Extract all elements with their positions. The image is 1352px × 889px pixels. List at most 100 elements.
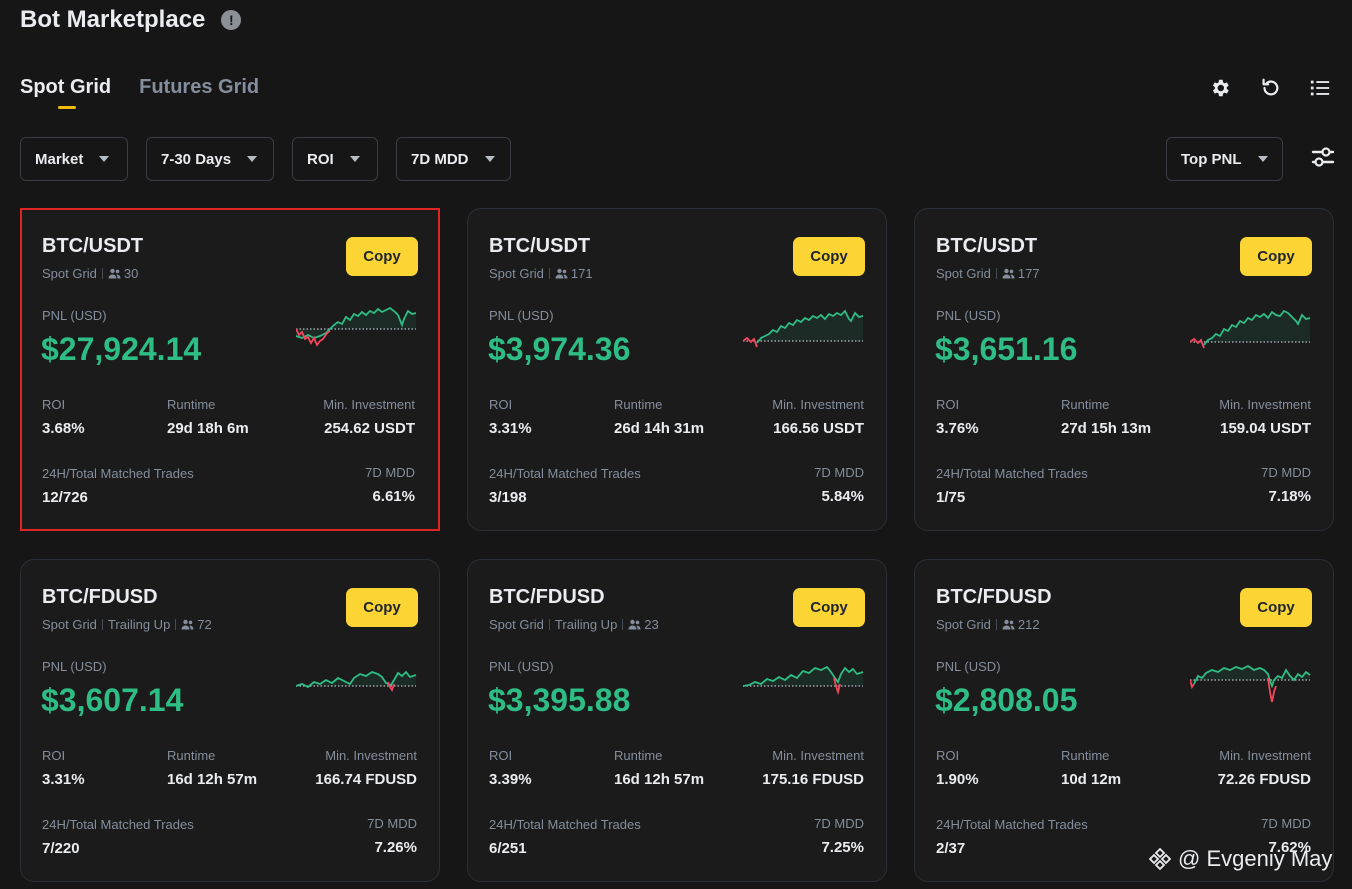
copy-users: 177 [1002, 266, 1040, 281]
mdd-value: 7.26% [374, 839, 417, 856]
roi-label: ROI [936, 397, 960, 412]
users-icon [1002, 619, 1015, 630]
list-icon[interactable] [1308, 76, 1332, 100]
copy-users: 72 [181, 617, 212, 632]
runtime-label: Runtime [167, 397, 216, 412]
min-investment-value: 72.26 FDUSD [1217, 771, 1311, 788]
sparkline-profit-line [756, 309, 864, 344]
market-filter[interactable]: Market [20, 137, 128, 181]
trades-label: 24H/Total Matched Trades [489, 817, 641, 832]
roi-label: ROI [42, 748, 66, 763]
copy-user-count: 171 [570, 266, 593, 281]
roi-label: ROI [936, 748, 960, 763]
copy-button[interactable]: Copy [346, 237, 418, 276]
sparkline-loss-line [1190, 337, 1205, 349]
tag-divider [995, 268, 997, 279]
roi-filter-label: ROI [307, 150, 334, 168]
bot-card[interactable]: BTC/USDT Spot Grid 177 Copy PNL (USD) $3,651.… [914, 208, 1334, 531]
runtime-label: Runtime [167, 748, 216, 763]
pnl-value: $2,808.05 [935, 682, 1078, 718]
mdd-value: 6.61% [372, 488, 415, 505]
sparkline-area [743, 311, 863, 343]
copy-users: 171 [555, 266, 593, 281]
runtime-label: Runtime [1061, 748, 1110, 763]
roi-filter[interactable]: ROI [292, 137, 378, 181]
trading-pair: BTC/FDUSD [936, 586, 1052, 608]
duration-filter-label: 7-30 Days [161, 150, 232, 168]
sparkline-area [1190, 666, 1310, 686]
runtime-label: Runtime [614, 748, 663, 763]
trades-value: 2/37 [936, 840, 966, 857]
caret-down-icon [349, 156, 360, 162]
sparkline-area [296, 308, 416, 338]
bot-card[interactable]: BTC/FDUSD Spot Grid 212 Copy PNL (USD) $2,808… [914, 559, 1334, 882]
trading-pair: BTC/FDUSD [42, 586, 158, 608]
bot-card[interactable]: BTC/USDT Spot Grid 30 Copy PNL (USD) $27,924.… [20, 208, 440, 531]
min-investment-label: Min. Investment [1219, 748, 1311, 763]
copy-button[interactable]: Copy [346, 588, 418, 627]
pnl-sparkline [296, 306, 417, 347]
trades-value: 7/220 [42, 840, 80, 857]
page-title: Bot Marketplace [20, 6, 206, 33]
tab-futures-grid[interactable]: Futures Grid [139, 76, 260, 98]
pnl-label: PNL (USD) [936, 308, 1001, 323]
tab-spot-grid[interactable]: Spot Grid [20, 76, 111, 109]
runtime-value: 27d 15h 13m [1061, 420, 1152, 437]
gear-icon[interactable] [1208, 76, 1232, 100]
info-icon[interactable]: ! [221, 10, 242, 30]
bot-tags: Spot Grid 212 [936, 617, 1040, 632]
filter-bar: Market 7-30 Days ROI 7D MDD [20, 137, 511, 181]
pnl-value: $27,924.14 [41, 331, 202, 367]
mdd-label: 7D MDD [814, 465, 864, 480]
pnl-label: PNL (USD) [42, 659, 107, 674]
bot-tags: Spot Grid 171 [489, 266, 593, 281]
pnl-value: $3,974.36 [488, 331, 631, 367]
tag-divider [101, 619, 103, 630]
trading-pair: BTC/USDT [489, 235, 591, 257]
roi-value: 3.76% [936, 420, 979, 437]
pnl-sparkline [743, 309, 864, 348]
runtime-value: 16d 12h 57m [614, 771, 705, 788]
bot-tags: Spot Grid 30 [42, 266, 138, 281]
copy-button[interactable]: Copy [793, 588, 865, 627]
mdd-label: 7D MDD [365, 465, 415, 480]
sparkline-profit-line [1193, 664, 1311, 689]
copy-user-count: 72 [197, 617, 212, 632]
roi-value: 3.39% [489, 771, 532, 788]
mdd-filter-label: 7D MDD [411, 150, 469, 168]
bot-card[interactable]: BTC/FDUSD Spot Grid Trailing Up 23 Copy PNL (… [467, 559, 887, 882]
copy-user-count: 212 [1017, 617, 1040, 632]
copy-button[interactable]: Copy [1240, 588, 1312, 627]
mdd-filter[interactable]: 7D MDD [396, 137, 511, 181]
trading-pair: BTC/USDT [42, 235, 144, 257]
tag-divider [622, 619, 624, 630]
users-icon [1002, 268, 1015, 279]
sparkline-loss-line [833, 677, 841, 696]
grid-type-tabs: Spot Grid Futures Grid [20, 76, 287, 109]
roi-value: 1.90% [936, 771, 979, 788]
trades-value: 1/75 [936, 489, 966, 506]
caret-down-icon [247, 156, 258, 162]
refresh-icon[interactable] [1258, 76, 1282, 100]
bot-card[interactable]: BTC/FDUSD Spot Grid Trailing Up 72 Copy PNL (… [20, 559, 440, 882]
pnl-label: PNL (USD) [489, 659, 554, 674]
copy-button[interactable]: Copy [793, 237, 865, 276]
copy-button[interactable]: Copy [1240, 237, 1312, 276]
duration-filter[interactable]: 7-30 Days [146, 137, 274, 181]
trades-label: 24H/Total Matched Trades [936, 466, 1088, 481]
sort-dropdown[interactable]: Top PNL [1166, 137, 1283, 181]
bot-card[interactable]: BTC/USDT Spot Grid 171 Copy PNL (USD) $3,974.… [467, 208, 887, 531]
runtime-value: 16d 12h 57m [167, 771, 258, 788]
sparkline-loss-line [296, 328, 331, 347]
sparkline-loss-line [1190, 677, 1277, 703]
copy-user-count: 177 [1017, 266, 1040, 281]
sliders-icon[interactable] [1310, 144, 1336, 170]
roi-value: 3.31% [42, 771, 85, 788]
sparkline-profit-line [743, 665, 864, 687]
runtime-value: 10d 12m [1061, 771, 1122, 788]
mdd-value: 7.18% [1268, 488, 1311, 505]
min-investment-label: Min. Investment [325, 748, 417, 763]
pnl-label: PNL (USD) [42, 308, 107, 323]
sort-label: Top PNL [1181, 150, 1242, 168]
mdd-label: 7D MDD [367, 816, 417, 831]
